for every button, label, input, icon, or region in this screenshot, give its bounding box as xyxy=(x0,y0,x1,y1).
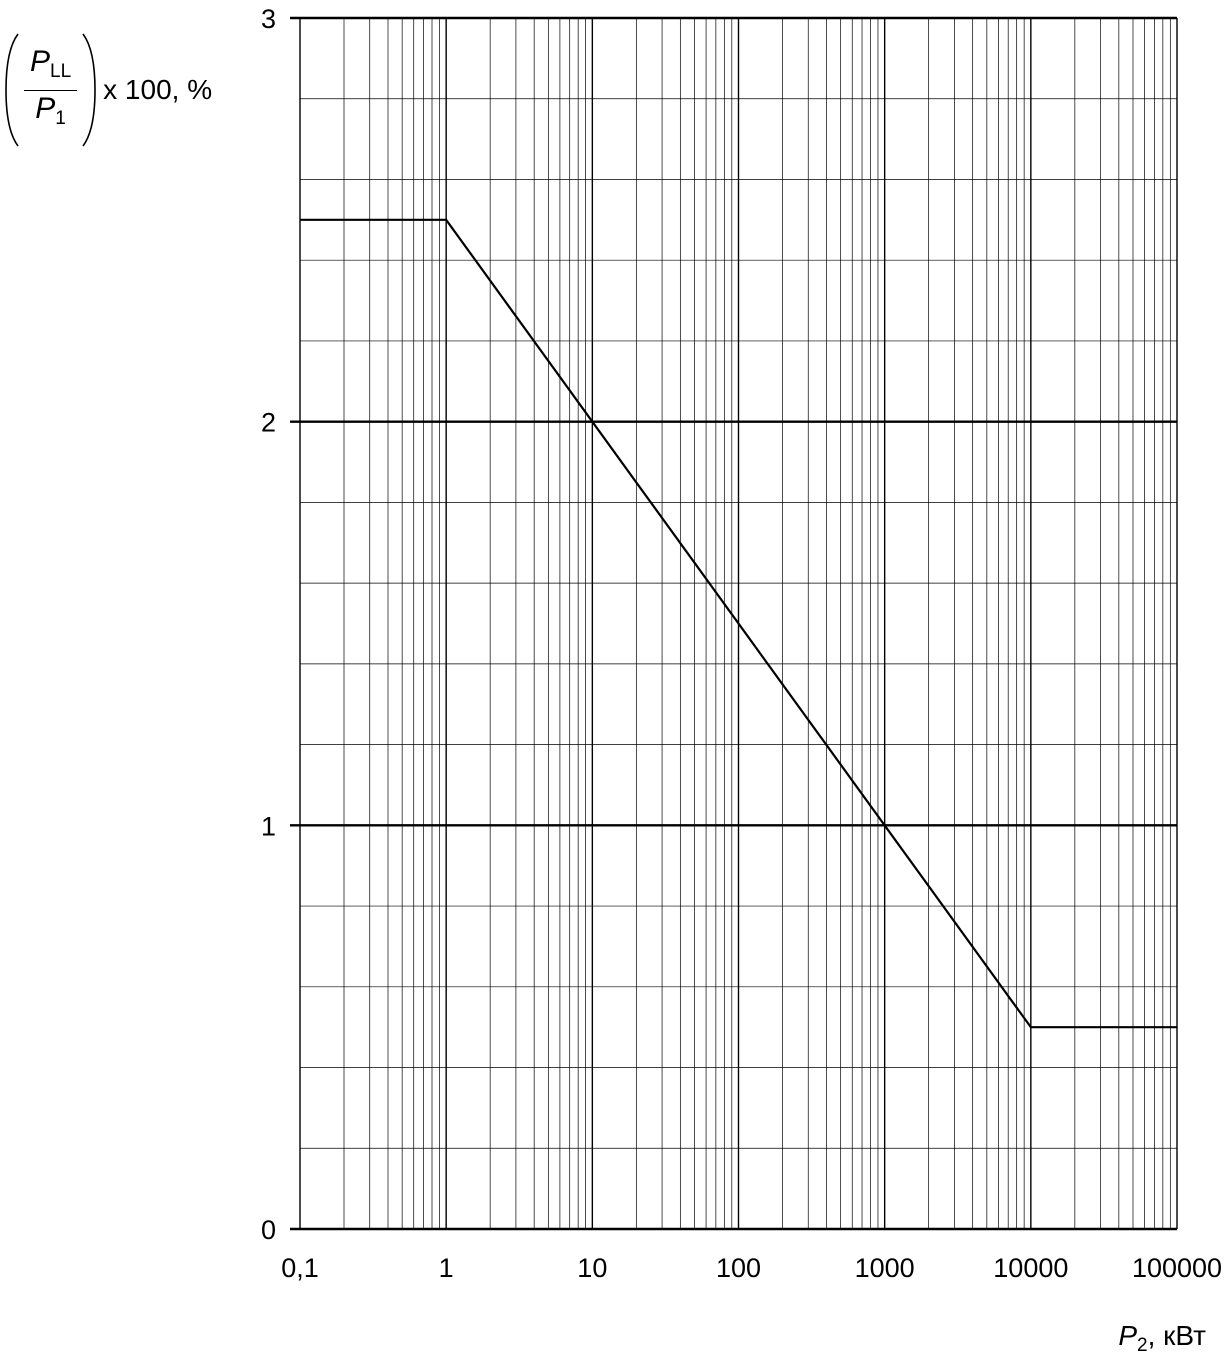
right-paren xyxy=(82,33,96,147)
y-label-fraction: PLL P1 xyxy=(24,44,78,137)
x-tick-label: 1 xyxy=(439,1253,454,1283)
tick-labels: 0,1 1 10 100 1000 10000 100000 0 1 2 3 xyxy=(261,4,1222,1283)
fraction-bar xyxy=(24,89,78,91)
x-tick-label: 0,1 xyxy=(281,1253,319,1283)
y-label-numerator: PLL xyxy=(30,44,72,82)
x-tick-label: 100 xyxy=(716,1253,761,1283)
y-label-suffix: x 100, % xyxy=(103,74,213,105)
y-axis-label: PLL P1 x 100, % xyxy=(4,30,212,150)
y-tick-label: 1 xyxy=(261,811,276,841)
x-tick-label: 10 xyxy=(577,1253,607,1283)
left-paren xyxy=(5,33,19,147)
x-label-sub: 2 xyxy=(1137,1335,1148,1356)
major-grid xyxy=(290,16,1178,1231)
x-axis-label: P2, кВт xyxy=(1118,1320,1206,1357)
x-tick-label: 1000 xyxy=(855,1253,915,1283)
x-tick-label: 10000 xyxy=(993,1253,1068,1283)
y-label-denominator: P1 xyxy=(35,91,66,129)
x-tick-label: 100000 xyxy=(1132,1253,1222,1283)
y-tick-label: 2 xyxy=(261,408,276,438)
y-tick-label: 0 xyxy=(261,1215,276,1245)
series-line xyxy=(300,218,1177,1029)
series-group xyxy=(300,218,1177,1029)
x-label-suffix: , кВт xyxy=(1147,1320,1206,1351)
x-label-main: P xyxy=(1118,1320,1138,1351)
y-tick-label: 3 xyxy=(261,4,276,34)
